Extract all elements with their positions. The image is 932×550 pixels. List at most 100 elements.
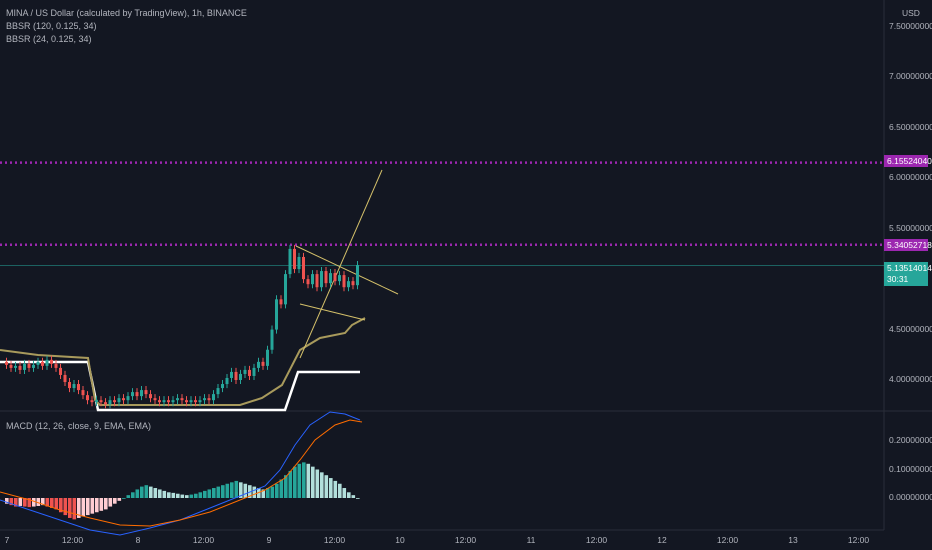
candle-body [171,400,175,403]
macd-histogram-bar [18,498,23,506]
current-price: 5.13514014 [887,263,932,273]
time-tick-label: 13 [788,535,798,545]
macd-histogram-bar [180,494,185,498]
macd-histogram-bar [171,492,176,498]
candle-body [158,400,161,403]
candle-body [18,365,22,370]
time-tick-label: 12:00 [454,535,477,545]
price-badge-upper: 6.15524040 [884,155,932,167]
macd-histogram-bar [243,483,248,498]
macd-histogram-bar [234,480,239,498]
candle-body [261,361,265,366]
time-tick-label: 7 [4,535,10,545]
candle-body [144,390,148,395]
bbsr-120-legend[interactable]: BBSR (120, 0.125, 34) [6,21,97,31]
macd-line [0,411,361,536]
macd-histogram-bar [113,498,117,504]
macd-histogram-bar [77,498,81,518]
candle-body [149,394,152,399]
price-tick-label: 4.50000000 [889,323,932,334]
macd-histogram-bar [50,498,54,508]
macd-histogram-bar [212,488,216,498]
macd-tick-label: 0.20000000 [889,435,932,445]
candle-body [135,392,139,397]
candle-body [63,374,67,383]
candle-body [23,363,26,370]
candle-body [239,373,242,380]
candle-body [185,400,188,403]
macd-histogram-bar [153,488,158,498]
candle-body [113,400,116,403]
candle-body [248,369,251,376]
candle-body [315,274,319,288]
candle-body [45,359,49,366]
signal-line [0,419,363,527]
macd-histogram-bar [347,492,351,498]
candle-body [234,371,238,380]
candle-body [153,398,157,401]
macd-histogram-bar [86,498,90,516]
macd-histogram-bar [54,498,59,510]
macd-histogram-bar [306,463,311,498]
bbsr-24-legend[interactable]: BBSR (24, 0.125, 34) [6,34,92,44]
macd-histogram-bar [117,498,122,501]
macd-histogram-bar [32,498,36,507]
macd-histogram-bar [126,495,131,498]
candle-body [203,398,206,401]
macd-legend[interactable]: MACD (12, 26, close, 9, EMA, EMA) [6,421,152,431]
macd-tick-label: 0.00000000 [889,492,932,502]
macd-histogram-bar [131,492,135,498]
macd-histogram-bar [158,489,162,498]
price-tick-label: 7.00000000 [889,71,932,82]
candle-body [90,400,94,403]
candle-body [302,256,305,280]
countdown: 30:31 [887,274,909,284]
macd-histogram-bar [342,488,347,498]
macd-histogram-bar [140,486,144,498]
candle-body [342,275,346,288]
macd-histogram-bar [293,466,297,498]
macd-histogram-bar [23,498,27,507]
candle-body [59,367,62,375]
candle-body [176,398,179,401]
candle-body [14,365,17,368]
time-tick-label: 10 [395,535,405,545]
macd-histogram-bar [297,463,302,498]
symbol-legend[interactable]: MINA / US Dollar (calculated by TradingV… [6,8,247,18]
macd-histogram-bar [329,478,333,498]
macd-histogram-bar [108,498,113,507]
macd-histogram-bar [189,494,194,498]
macd-histogram-bar [221,485,225,498]
macd-histogram-bar [207,489,212,498]
macd-histogram-bar [59,498,63,513]
candle-body [198,400,202,403]
macd-histogram-bar [351,495,356,498]
candle-body [320,271,323,288]
candle-body [324,271,328,284]
macd-histogram-bar [302,462,306,498]
candle-body [68,382,71,389]
candle-body [162,400,166,403]
macd-histogram-bar [36,498,41,506]
candle-body [140,390,143,397]
candle-body [275,299,278,330]
macd-histogram-bar [266,488,270,498]
candle-body [311,274,314,285]
candle-body [230,371,233,378]
candle-body [77,384,80,391]
trend-line-projection [299,169,383,359]
time-tick-label: 12:00 [323,535,346,545]
macd-histogram-bar [225,483,230,498]
current-price-badge: 5.13514014 30:31 [884,262,932,286]
candle-body [270,329,274,350]
candle-body [126,396,130,401]
candle-body [351,281,355,286]
trend-line-lower [299,303,366,321]
bbsr-24-line [0,317,366,406]
time-tick-label: 12:00 [585,535,608,545]
candle-body [180,398,184,401]
macd-histogram-bar [14,498,18,507]
price-tick-label: 6.50000000 [889,121,932,132]
